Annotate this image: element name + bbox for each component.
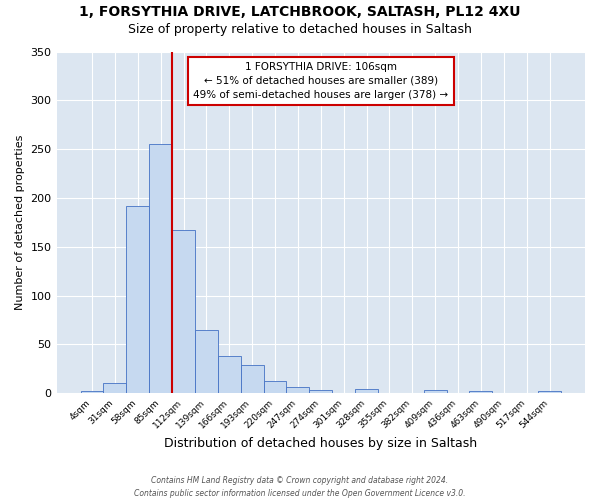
Text: 1 FORSYTHIA DRIVE: 106sqm
← 51% of detached houses are smaller (389)
49% of semi: 1 FORSYTHIA DRIVE: 106sqm ← 51% of detac… xyxy=(193,62,448,100)
Bar xyxy=(355,389,378,393)
Bar xyxy=(195,330,218,393)
Bar xyxy=(172,230,195,393)
Bar xyxy=(241,365,263,393)
Text: 1, FORSYTHIA DRIVE, LATCHBROOK, SALTASH, PL12 4XU: 1, FORSYTHIA DRIVE, LATCHBROOK, SALTASH,… xyxy=(79,5,521,19)
Bar xyxy=(538,391,561,393)
Bar xyxy=(263,382,286,393)
Bar xyxy=(310,390,332,393)
Bar xyxy=(80,391,103,393)
Bar xyxy=(469,391,493,393)
X-axis label: Distribution of detached houses by size in Saltash: Distribution of detached houses by size … xyxy=(164,437,478,450)
Text: Contains HM Land Registry data © Crown copyright and database right 2024.
Contai: Contains HM Land Registry data © Crown c… xyxy=(134,476,466,498)
Bar xyxy=(424,390,446,393)
Y-axis label: Number of detached properties: Number of detached properties xyxy=(15,134,25,310)
Bar xyxy=(103,384,127,393)
Bar xyxy=(218,356,241,393)
Bar xyxy=(286,388,310,393)
Bar xyxy=(127,206,149,393)
Text: Size of property relative to detached houses in Saltash: Size of property relative to detached ho… xyxy=(128,22,472,36)
Bar xyxy=(149,144,172,393)
